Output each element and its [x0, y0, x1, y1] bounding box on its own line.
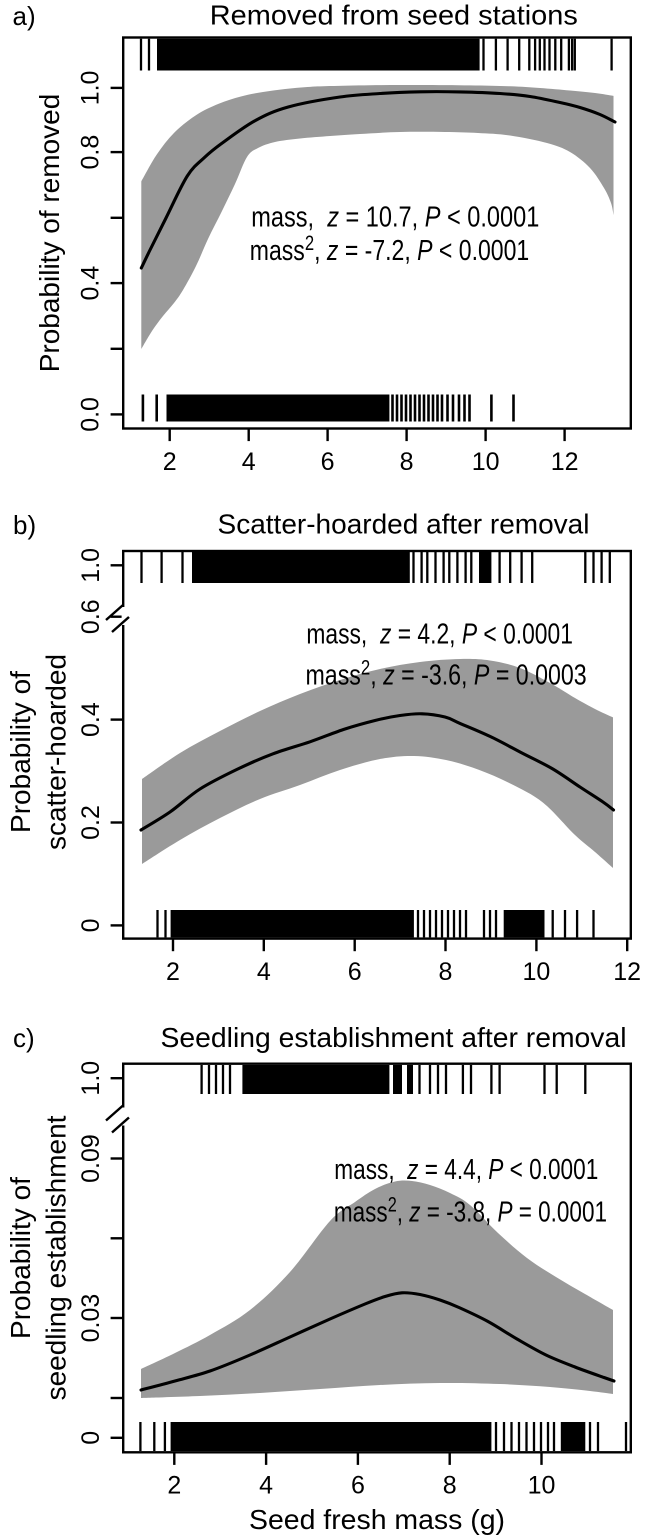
svg-text:mass2, z = -3.6, P = 0.0003: mass2, z = -3.6, P = 0.0003: [306, 657, 587, 692]
svg-text:2: 2: [167, 1472, 181, 1500]
svg-text:0.0: 0.0: [77, 397, 105, 432]
svg-text:0.4: 0.4: [77, 702, 105, 737]
svg-text:1.0: 1.0: [77, 1061, 105, 1096]
svg-text:6: 6: [351, 1472, 365, 1500]
svg-text:0.03: 0.03: [77, 1294, 105, 1343]
svg-text:0.8: 0.8: [77, 135, 105, 170]
svg-text:scatter-hoarded: scatter-hoarded: [41, 654, 72, 850]
svg-text:4: 4: [259, 1472, 273, 1500]
svg-text:0: 0: [77, 1431, 105, 1445]
svg-text:6: 6: [348, 958, 362, 986]
svg-text:mass, z = 4.2, P < 0.0001: mass, z = 4.2, P < 0.0001: [306, 618, 573, 650]
svg-text:1.0: 1.0: [77, 71, 105, 106]
svg-text:8: 8: [443, 1472, 457, 1500]
svg-text:Probability of: Probability of: [5, 671, 36, 833]
svg-text:4: 4: [242, 448, 256, 476]
svg-text:mass2, z = -3.8, P = 0.0001: mass2, z = -3.8, P = 0.0001: [334, 1193, 607, 1228]
svg-text:10: 10: [522, 958, 550, 986]
svg-text:10: 10: [472, 448, 500, 476]
svg-text:2: 2: [163, 448, 177, 476]
svg-text:0.4: 0.4: [77, 266, 105, 301]
svg-text:0.09: 0.09: [77, 1134, 105, 1183]
svg-text:mass, z = 4.4, P < 0.0001: mass, z = 4.4, P < 0.0001: [334, 1154, 598, 1186]
svg-text:4: 4: [257, 958, 271, 986]
svg-text:Probability of: Probability of: [5, 1177, 36, 1339]
svg-text:a): a): [13, 1, 36, 31]
svg-text:1.0: 1.0: [77, 548, 105, 583]
svg-text:Removed from seed stations: Removed from seed stations: [210, 0, 578, 30]
svg-text:10: 10: [528, 1472, 556, 1500]
svg-text:c): c): [13, 1023, 35, 1053]
svg-text:12: 12: [613, 958, 641, 986]
svg-text:Probability of removed: Probability of removed: [34, 94, 65, 373]
svg-text:0.2: 0.2: [77, 805, 105, 840]
svg-text:0.6: 0.6: [77, 599, 105, 634]
svg-text:seedling establishment: seedling establishment: [41, 1115, 72, 1400]
svg-text:mass2, z = -7.2, P < 0.0001: mass2, z = -7.2, P < 0.0001: [250, 232, 529, 267]
svg-text:2: 2: [166, 958, 180, 986]
svg-text:8: 8: [439, 958, 453, 986]
svg-text:Scatter-hoarded after removal: Scatter-hoarded after removal: [218, 509, 590, 540]
svg-text:0: 0: [77, 918, 105, 932]
svg-text:Seedling establishment after r: Seedling establishment after removal: [161, 1022, 627, 1053]
svg-text:12: 12: [551, 448, 579, 476]
svg-text:mass, z = 10.7, P < 0.0001: mass, z = 10.7, P < 0.0001: [251, 202, 539, 234]
svg-text:b): b): [13, 510, 36, 540]
svg-text:6: 6: [321, 448, 335, 476]
svg-text:Seed fresh mass (g): Seed fresh mass (g): [249, 1504, 505, 1535]
svg-text:8: 8: [400, 448, 414, 476]
